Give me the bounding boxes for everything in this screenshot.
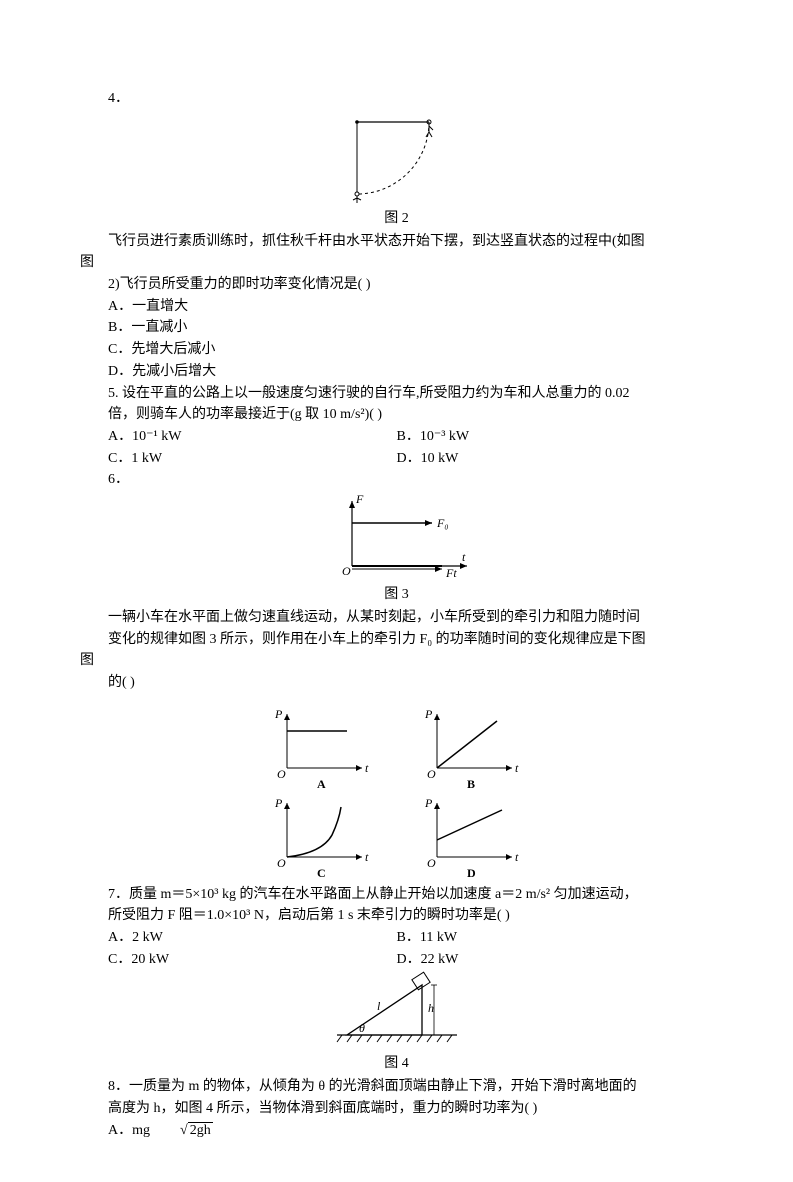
svg-text:F₀: F₀ xyxy=(436,516,449,530)
q8-A[interactable]: A．mg√2gh xyxy=(80,1120,713,1142)
svg-text:P: P xyxy=(274,707,283,721)
q5-row2: C．1 kW D．10 kW xyxy=(80,448,713,470)
q8-line2: 高度为 h，如图 4 所示，当物体滑到斜面底端时，重力的瞬时功率为( ) xyxy=(80,1098,713,1120)
q5-A[interactable]: A．10⁻¹ kW xyxy=(80,426,397,448)
svg-text:C: C xyxy=(317,866,326,880)
q4-A[interactable]: A．一直增大 xyxy=(80,296,713,318)
page: 4． 图 2 飞行员进行素质训练时，抓住秋千杆由水平状态开始下摆，到达竖直状态的… xyxy=(0,0,793,1182)
svg-text:P: P xyxy=(274,796,283,810)
q4-B[interactable]: B．一直减小 xyxy=(80,317,713,339)
svg-text:O: O xyxy=(277,767,286,781)
q6-number: 6． xyxy=(80,469,713,491)
svg-text:B: B xyxy=(467,777,475,791)
svg-text:P: P xyxy=(424,707,433,721)
svg-text:t: t xyxy=(515,761,519,775)
svg-text:t: t xyxy=(365,850,369,864)
q6-opt-C[interactable]: P t O C xyxy=(267,795,377,880)
q7-line2: 所受阻力 F 阻＝1.0×10³ N，启动后第 1 s 末牵引力的瞬时功率是( … xyxy=(80,905,713,927)
q4-stem: 2)飞行员所受重力的即时功率变化情况是( ) xyxy=(80,274,713,296)
q5-line1: 5. 设在平直的公路上以一般速度匀速行驶的自行车,所受阻力约为车和人总重力的 0… xyxy=(80,383,713,405)
q6-fig-caption: 图 3 xyxy=(80,583,713,603)
q4-D[interactable]: D．先减小后增大 xyxy=(80,361,713,383)
q5-D[interactable]: D．10 kW xyxy=(397,448,714,470)
q7-line1: 7．质量 m＝5×10³ kg 的汽车在水平路面上从静止开始以加速度 a＝2 m… xyxy=(80,884,713,906)
q5-row1: A．10⁻¹ kW B．10⁻³ kW xyxy=(80,426,713,448)
q6-opt-D[interactable]: P t O D xyxy=(417,795,527,880)
q7-C[interactable]: C．20 kW xyxy=(80,949,397,971)
svg-text:l: l xyxy=(377,999,381,1013)
q7-B[interactable]: B．11 kW xyxy=(397,927,714,949)
q7-A[interactable]: A．2 kW xyxy=(80,927,397,949)
q8-fig-caption: 图 4 xyxy=(80,1052,713,1072)
q4-intro: 飞行员进行素质训练时，抓住秋千杆由水平状态开始下摆，到达竖直状态的过程中(如图 xyxy=(80,231,713,253)
q6-opt-B[interactable]: P t O B xyxy=(417,706,527,791)
q7-row1: A．2 kW B．11 kW xyxy=(80,927,713,949)
svg-text:A: A xyxy=(317,777,326,791)
q6-line3: 的( ) xyxy=(80,672,713,694)
svg-text:t: t xyxy=(462,550,466,564)
q7-D[interactable]: D．22 kW xyxy=(397,949,714,971)
q6-line1: 一辆小车在水平面上做匀速直线运动，从某时刻起，小车所受到的牵引力和阻力随时间 xyxy=(80,607,713,629)
svg-text:O: O xyxy=(277,856,286,870)
svg-text:D: D xyxy=(467,866,476,880)
svg-text:P: P xyxy=(424,796,433,810)
q6-opts-row2: P t O C P t O D xyxy=(80,795,713,880)
q7-row2: C．20 kW D．22 kW xyxy=(80,949,713,971)
q8-A-prefix: A．mg xyxy=(108,1123,150,1138)
svg-text:O: O xyxy=(427,856,436,870)
q4-number: 4． xyxy=(80,88,713,110)
q4-figure xyxy=(80,110,713,205)
q5-line2: 倍，则骑车人的功率最接近于(g 取 10 m/s²)( ) xyxy=(80,404,713,426)
svg-text:t: t xyxy=(515,850,519,864)
q8-figure: l h θ xyxy=(80,970,713,1050)
q6-hang: 图 xyxy=(80,650,713,672)
q8-A-rad: 2gh xyxy=(188,1122,213,1138)
svg-text:O: O xyxy=(342,564,351,578)
svg-text:θ: θ xyxy=(359,1021,365,1035)
q4-fig-caption: 图 2 xyxy=(80,207,713,227)
q5-B[interactable]: B．10⁻³ kW xyxy=(397,426,714,448)
q8-line1: 8．一质量为 m 的物体，从倾角为 θ 的光滑斜面顶端由静止下滑，开始下滑时离地… xyxy=(80,1076,713,1098)
svg-text:F: F xyxy=(355,492,364,506)
q6-opts-row1: P t O A P t O B xyxy=(80,706,713,791)
q6-line2: 变化的规律如图 3 所示，则作用在小车上的牵引力 F₀ 的功率随时间的变化规律应… xyxy=(80,629,713,651)
svg-text:Ft: Ft xyxy=(445,566,457,580)
svg-text:h: h xyxy=(428,1001,434,1015)
svg-text:O: O xyxy=(427,767,436,781)
q6-figure: F F₀ Ft t O xyxy=(80,491,713,581)
svg-text:t: t xyxy=(365,761,369,775)
q5-C[interactable]: C．1 kW xyxy=(80,448,397,470)
q6-opt-A[interactable]: P t O A xyxy=(267,706,377,791)
q4-intro-hang: 图 xyxy=(80,252,713,274)
q4-C[interactable]: C．先增大后减小 xyxy=(80,339,713,361)
